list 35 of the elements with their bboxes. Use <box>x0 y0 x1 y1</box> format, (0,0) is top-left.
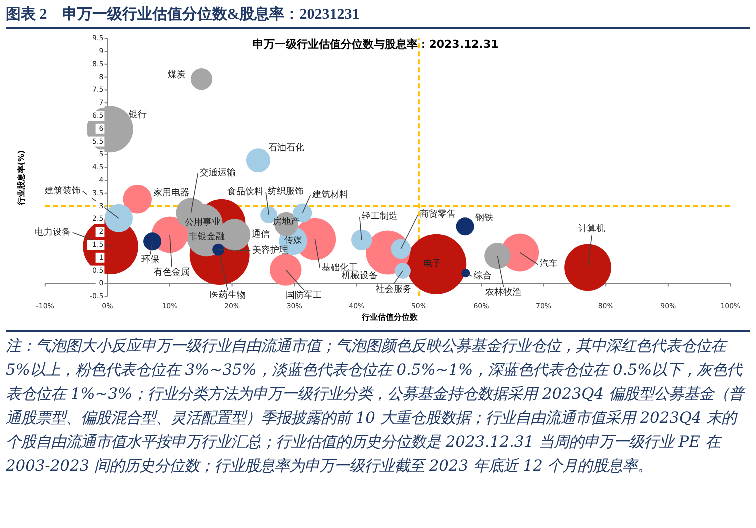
annotation: 环保 <box>142 254 160 266</box>
annotation: 汽车 <box>540 258 558 270</box>
annotation: 通信 <box>252 228 270 240</box>
annotation: 纺织服饰 <box>268 186 304 198</box>
annotation: 建筑装饰 <box>44 185 81 196</box>
annotation: 煤炭 <box>168 69 186 80</box>
annotation: 建筑材料 <box>312 189 349 200</box>
annotation: 国防军工 <box>286 290 322 302</box>
annotation: 公用事业 <box>185 217 222 228</box>
chart-subtitle: 申万一级行业估值分位数与股息率：2023.12.31 <box>253 38 499 51</box>
annotation: 家用电器 <box>154 187 190 198</box>
annotation: 美容护理 <box>252 244 289 256</box>
chart-title: 图表 2 申万一级行业估值分位数&股息率：20231231 <box>6 3 750 29</box>
annotation: 计算机 <box>578 224 606 235</box>
annotation: 医药生物 <box>210 290 246 302</box>
annotation: 轻工制造 <box>362 211 398 222</box>
annotation: 商贸零售 <box>420 209 456 220</box>
annotation: 传媒 <box>284 235 302 246</box>
text: 注：气泡图大小反应申万一级行业自由流通市值；气泡图颜色反映公募基金行业仓位，其中深红色代表仓位在 5%以上，粉色代表仓位在 3%~35%，淡蓝色代表仓位在 0.5%~1%，深蓝色代表仓位在 0.5%以下，灰色代表仓位在 1%~3%；行业分类方法为申万一级行业分类，公募基金持仓数据采用 2023Q4 偏股型公募基金（普通股票型、偏股混合型、灵活配置型）季报披露的前 10 大重仓股数据；行业自由流通市值采用 2023Q4 末的个股自由流通市值水平按申万行业汇总；行业估值的历史分位数是 2023.12.31 当周的申万一级行业 PE 在 2003-2023 间的历史分位数；行业股息率为申万一级行业截至 2023 年底近 12 个月的股息率。 <box>6 330 750 478</box>
annotation: 交通运输 <box>200 167 236 178</box>
annotation: 有色金属 <box>154 266 190 278</box>
annotation: 社会服务 <box>376 284 412 296</box>
annotation: 电力设备 <box>34 226 71 238</box>
annotation: 电子 <box>424 258 442 270</box>
annotation: 非银金融 <box>188 232 225 243</box>
annotation: 综合 <box>474 270 492 282</box>
annotation: 机械设备 <box>342 270 378 282</box>
annotation: 房地产 <box>273 216 300 228</box>
annotation: 食品饮料 <box>228 186 264 198</box>
annotation: 钢铁 <box>474 212 494 224</box>
annotation: 银行 <box>128 109 148 120</box>
x-axis-title: 行业估值分位数 <box>361 313 419 322</box>
annotation: 农林牧渔 <box>486 287 522 298</box>
annotation: 石油石化 <box>268 142 304 154</box>
y-axis-title: 行业股息率(%) <box>16 150 26 207</box>
